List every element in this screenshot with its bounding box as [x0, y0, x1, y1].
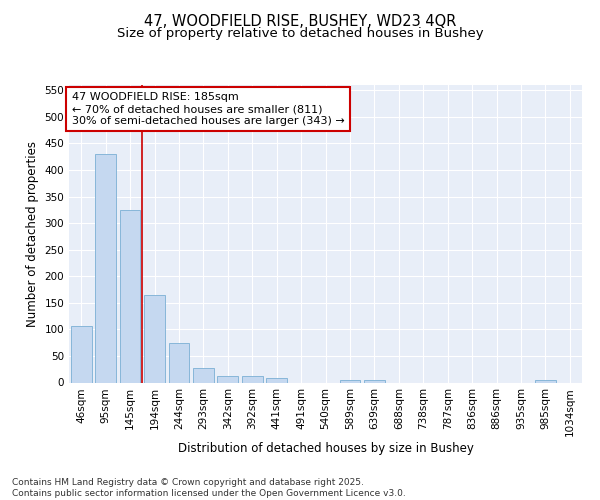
Bar: [71, 326, 92, 382]
X-axis label: Distribution of detached houses by size in Bushey: Distribution of detached houses by size …: [178, 442, 473, 454]
Bar: [144, 295, 165, 382]
Bar: [535, 380, 556, 382]
Text: Contains HM Land Registry data © Crown copyright and database right 2025.
Contai: Contains HM Land Registry data © Crown c…: [12, 478, 406, 498]
Bar: [193, 368, 214, 382]
Bar: [242, 376, 263, 382]
Bar: [95, 154, 116, 382]
Bar: [169, 343, 190, 382]
Bar: [340, 380, 361, 382]
Bar: [364, 380, 385, 382]
Bar: [266, 378, 287, 382]
Text: Size of property relative to detached houses in Bushey: Size of property relative to detached ho…: [116, 26, 484, 40]
Bar: [119, 210, 140, 382]
Text: 47 WOODFIELD RISE: 185sqm
← 70% of detached houses are smaller (811)
30% of semi: 47 WOODFIELD RISE: 185sqm ← 70% of detac…: [71, 92, 344, 126]
Y-axis label: Number of detached properties: Number of detached properties: [26, 141, 39, 327]
Text: 47, WOODFIELD RISE, BUSHEY, WD23 4QR: 47, WOODFIELD RISE, BUSHEY, WD23 4QR: [144, 14, 456, 29]
Bar: [217, 376, 238, 382]
